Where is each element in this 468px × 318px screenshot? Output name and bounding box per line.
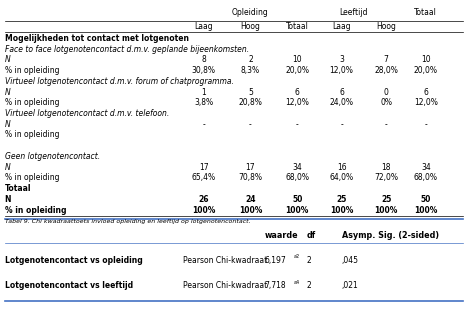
- Text: 10: 10: [421, 55, 431, 65]
- Text: Totaal: Totaal: [5, 184, 31, 193]
- Text: 3,8%: 3,8%: [194, 98, 213, 107]
- Text: 50: 50: [292, 195, 302, 204]
- Text: Virtueel lotgenotencontact d.m.v. telefoon.: Virtueel lotgenotencontact d.m.v. telefo…: [5, 109, 169, 118]
- Text: 12,0%: 12,0%: [285, 98, 309, 107]
- Text: 8,3%: 8,3%: [241, 66, 260, 75]
- Text: N: N: [5, 88, 10, 97]
- Text: 6,197: 6,197: [264, 256, 286, 265]
- Text: Geen lotgenotencontact.: Geen lotgenotencontact.: [5, 152, 100, 161]
- Text: 70,8%: 70,8%: [238, 173, 263, 182]
- Text: Totaal: Totaal: [415, 8, 437, 17]
- Text: N: N: [5, 162, 10, 172]
- Text: -: -: [424, 120, 427, 129]
- Text: Face to face lotgenotencontact d.m.v. geplande bijeenkomsten.: Face to face lotgenotencontact d.m.v. ge…: [5, 45, 249, 54]
- Text: 68,0%: 68,0%: [414, 173, 438, 182]
- Text: 100%: 100%: [285, 205, 309, 215]
- Text: 6: 6: [339, 88, 344, 97]
- Text: 100%: 100%: [414, 205, 438, 215]
- Text: Hoog: Hoog: [376, 22, 396, 31]
- Text: 65,4%: 65,4%: [191, 173, 216, 182]
- Text: 18: 18: [381, 162, 391, 172]
- Text: df: df: [307, 231, 316, 239]
- Text: Virtueel lotgenotencontact d.m.v. forum of chatprogramma.: Virtueel lotgenotencontact d.m.v. forum …: [5, 77, 234, 86]
- Text: % in opleiding: % in opleiding: [5, 173, 59, 182]
- Text: % in opleiding: % in opleiding: [5, 66, 59, 75]
- Text: Pearson Chi-kwadraat: Pearson Chi-kwadraat: [183, 256, 267, 265]
- Text: 100%: 100%: [330, 205, 353, 215]
- Text: Opleiding: Opleiding: [232, 8, 269, 17]
- Text: 6: 6: [424, 88, 428, 97]
- Text: Pearson Chi-kwadraat: Pearson Chi-kwadraat: [183, 281, 267, 290]
- Text: 64,0%: 64,0%: [329, 173, 354, 182]
- Text: Mogelijkheden tot contact met lotgenoten: Mogelijkheden tot contact met lotgenoten: [5, 34, 189, 43]
- Text: N: N: [5, 55, 10, 65]
- Text: 34: 34: [292, 162, 302, 172]
- Text: 17: 17: [199, 162, 208, 172]
- Text: 50: 50: [421, 195, 431, 204]
- Text: 24: 24: [245, 195, 256, 204]
- Text: % in opleiding: % in opleiding: [5, 98, 59, 107]
- Text: a4: a4: [294, 280, 300, 285]
- Text: 10: 10: [292, 55, 302, 65]
- Text: 24,0%: 24,0%: [329, 98, 354, 107]
- Text: 28,0%: 28,0%: [374, 66, 398, 75]
- Text: 20,0%: 20,0%: [285, 66, 309, 75]
- Text: Tabel 9. Chi kwadraattoets invloed opleiding en leeftijd op lotgenotencontact.: Tabel 9. Chi kwadraattoets invloed oplei…: [5, 219, 250, 225]
- Text: a2: a2: [294, 254, 300, 259]
- Text: 72,0%: 72,0%: [374, 173, 398, 182]
- Text: Totaal: Totaal: [286, 22, 308, 31]
- Text: -: -: [202, 120, 205, 129]
- Text: 8: 8: [201, 55, 206, 65]
- Text: ,021: ,021: [342, 281, 358, 290]
- Text: 12,0%: 12,0%: [414, 98, 438, 107]
- Text: 26: 26: [198, 195, 209, 204]
- Text: 30,8%: 30,8%: [191, 66, 216, 75]
- Text: 7: 7: [384, 55, 388, 65]
- Text: % in opleiding: % in opleiding: [5, 130, 59, 140]
- Text: waarde: waarde: [264, 231, 298, 239]
- Text: N: N: [5, 120, 10, 129]
- Text: 20,8%: 20,8%: [238, 98, 263, 107]
- Text: Laag: Laag: [332, 22, 351, 31]
- Text: 2: 2: [307, 256, 311, 265]
- Text: Lotgenotencontact vs opleiding: Lotgenotencontact vs opleiding: [5, 256, 142, 265]
- Text: 7,718: 7,718: [264, 281, 286, 290]
- Text: 100%: 100%: [374, 205, 398, 215]
- Text: 2: 2: [248, 55, 253, 65]
- Text: -: -: [296, 120, 299, 129]
- Text: 5: 5: [248, 88, 253, 97]
- Text: 12,0%: 12,0%: [329, 66, 354, 75]
- Text: 16: 16: [337, 162, 346, 172]
- Text: % in opleiding: % in opleiding: [5, 205, 66, 215]
- Text: 1: 1: [201, 88, 206, 97]
- Text: 2: 2: [307, 281, 311, 290]
- Text: Leeftijd: Leeftijd: [339, 8, 367, 17]
- Text: -: -: [385, 120, 388, 129]
- Text: 3: 3: [339, 55, 344, 65]
- Text: Laag: Laag: [194, 22, 213, 31]
- Text: 100%: 100%: [192, 205, 215, 215]
- Text: 25: 25: [336, 195, 347, 204]
- Text: ,045: ,045: [342, 256, 358, 265]
- Text: 20,0%: 20,0%: [414, 66, 438, 75]
- Text: Lotgenotencontact vs leeftijd: Lotgenotencontact vs leeftijd: [5, 281, 133, 290]
- Text: 6: 6: [295, 88, 300, 97]
- Text: N: N: [5, 195, 11, 204]
- Text: Hoog: Hoog: [241, 22, 260, 31]
- Text: 0%: 0%: [380, 98, 392, 107]
- Text: 68,0%: 68,0%: [285, 173, 309, 182]
- Text: 25: 25: [381, 195, 391, 204]
- Text: 17: 17: [246, 162, 255, 172]
- Text: -: -: [249, 120, 252, 129]
- Text: 100%: 100%: [239, 205, 262, 215]
- Text: Asymp. Sig. (2-sided): Asymp. Sig. (2-sided): [342, 231, 439, 239]
- Text: 0: 0: [384, 88, 388, 97]
- Text: 34: 34: [421, 162, 431, 172]
- Text: -: -: [340, 120, 343, 129]
